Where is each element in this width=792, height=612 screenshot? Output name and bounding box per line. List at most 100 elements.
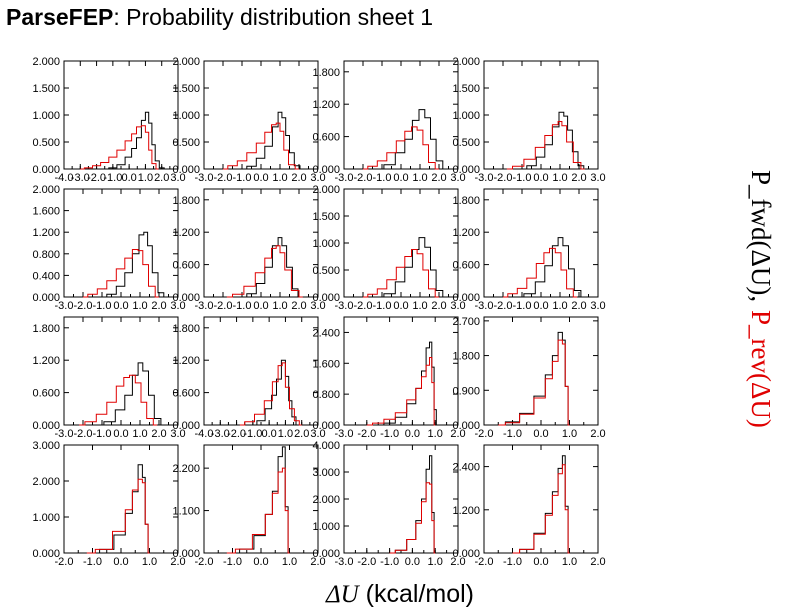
x-tick-label: 3.0 bbox=[170, 172, 185, 184]
x-tick-label: 2.0 bbox=[291, 300, 306, 312]
series-rev-line bbox=[366, 357, 436, 426]
x-tick-label: -1.0 bbox=[103, 172, 122, 184]
series-rev-line bbox=[223, 122, 299, 170]
y-axis-label-fwd: P_fwd(ΔU), bbox=[746, 170, 776, 302]
x-tick-label: 1.0 bbox=[132, 428, 147, 440]
series-rev-line bbox=[498, 339, 570, 426]
y-tick-label: 0.000 bbox=[32, 164, 60, 176]
y-tick-label: 0.500 bbox=[312, 265, 340, 277]
x-tick-label: 3.0 bbox=[310, 428, 325, 440]
series-rev-line bbox=[86, 478, 150, 554]
y-tick-label: 0.800 bbox=[312, 389, 340, 401]
x-tick-label: 1.0 bbox=[142, 556, 157, 568]
y-tick-label: 1.500 bbox=[32, 83, 60, 95]
x-tick-label: -2.0 bbox=[475, 556, 494, 568]
x-tick-label: 1.0 bbox=[272, 300, 287, 312]
y-tick-label: 1.200 bbox=[452, 505, 480, 517]
y-tick-label: 0.000 bbox=[452, 420, 480, 432]
panel-9: -3.0 -2.0 -1.0 0.0 1.0 2.0 3.0 0.000 0.600 1.200 1… bbox=[32, 316, 186, 440]
x-tick-label: 1.0 bbox=[272, 172, 287, 184]
panel-frame bbox=[63, 188, 179, 298]
series-rev-line bbox=[239, 362, 302, 426]
x-tick-label: 3.0 bbox=[590, 172, 605, 184]
x-tick-label: 0.0 bbox=[533, 172, 548, 184]
panel-6: -3.0 -2.0 -1.0 0.0 1.0 2.0 3.00.0000.6001.2001… bbox=[172, 188, 326, 312]
x-tick-label: 2.0 bbox=[590, 556, 605, 568]
y-tick-label: 1.800 bbox=[452, 195, 480, 207]
series-rev-line bbox=[512, 464, 570, 554]
y-tick-label: 1.200 bbox=[32, 227, 60, 239]
y-tick-label: 2.700 bbox=[452, 316, 480, 328]
x-tick-label: 2.0 bbox=[310, 556, 325, 568]
x-tick-label: -3.0 bbox=[195, 172, 214, 184]
y-tick-label: 2.000 bbox=[32, 476, 60, 488]
x-tick-label: -1.0 bbox=[380, 428, 399, 440]
series-fwd-line bbox=[389, 455, 436, 554]
x-tick-label: -1.0 bbox=[233, 172, 252, 184]
y-tick-label: 1.800 bbox=[172, 195, 200, 207]
y-tick-label: 0.500 bbox=[32, 137, 60, 149]
panel-frame bbox=[63, 60, 179, 170]
x-tick-label: 0.0 bbox=[393, 172, 408, 184]
x-tick-label: 0.0 bbox=[533, 428, 548, 440]
series-fwd-line bbox=[378, 237, 447, 298]
x-tick-label: 0.0 bbox=[533, 556, 548, 568]
series-fwd-line bbox=[92, 464, 150, 554]
panel-frame bbox=[63, 316, 179, 426]
y-tick-label: 0.000 bbox=[312, 548, 340, 560]
y-tick-label: 0.800 bbox=[32, 249, 60, 261]
x-tick-label: -1.0 bbox=[93, 428, 112, 440]
y-tick-label: 3.000 bbox=[312, 467, 340, 479]
y-tick-label: 0.000 bbox=[452, 548, 480, 560]
y-tick-label: 0.600 bbox=[452, 260, 480, 272]
y-tick-label: 0.600 bbox=[172, 388, 200, 400]
x-tick-label: 2.0 bbox=[294, 428, 309, 440]
x-tick-label: 3.0 bbox=[310, 300, 325, 312]
x-tick-label: 1.0 bbox=[138, 172, 153, 184]
x-tick-label: -1.0 bbox=[373, 300, 392, 312]
x-tick-label: 1.0 bbox=[278, 428, 293, 440]
series-fwd-line bbox=[252, 359, 299, 426]
x-tick-label: -2.0 bbox=[357, 428, 376, 440]
x-tick-label: 3.0 bbox=[310, 172, 325, 184]
y-tick-label: 0.000 bbox=[172, 292, 200, 304]
x-tick-label: 2.0 bbox=[431, 300, 446, 312]
y-tick-label: 1.200 bbox=[172, 355, 200, 367]
x-tick-label: 2.0 bbox=[291, 172, 306, 184]
x-tick-label: 1.0 bbox=[428, 556, 443, 568]
y-tick-label: 0.000 bbox=[172, 420, 200, 432]
x-tick-label: 0.0 bbox=[253, 300, 268, 312]
series-rev-line bbox=[83, 249, 159, 298]
x-tick-label: 2.0 bbox=[450, 428, 465, 440]
y-tick-label: 1.100 bbox=[172, 506, 200, 518]
y-tick-label: 1.000 bbox=[452, 110, 480, 122]
x-tick-label: -2.0 bbox=[87, 172, 106, 184]
y-axis-label: P_fwd(ΔU), P_rev(ΔU) bbox=[746, 170, 776, 428]
x-tick-label: 3.0 bbox=[170, 428, 185, 440]
x-tick-label: -2.0 bbox=[74, 428, 93, 440]
x-tick-label: 0.0 bbox=[405, 428, 420, 440]
x-tick-label: -3.0 bbox=[195, 300, 214, 312]
series-fwd-line bbox=[378, 341, 438, 426]
x-tick-label: -2.0 bbox=[227, 428, 246, 440]
x-tick-label: 1.0 bbox=[562, 556, 577, 568]
panel-15: -3.0 -2.0 -1.0 0.0 1.0 2.00.0001.0002.0003.00… bbox=[312, 440, 465, 568]
panel-frame bbox=[203, 316, 319, 426]
x-tick-label: -1.0 bbox=[380, 556, 399, 568]
y-tick-label: 1.500 bbox=[172, 83, 200, 95]
y-tick-label: 0.000 bbox=[32, 292, 60, 304]
series-fwd-line bbox=[102, 231, 167, 298]
series-fwd-line bbox=[98, 362, 165, 426]
y-tick-label: 1.000 bbox=[312, 521, 340, 533]
x-tick-label: 3.0 bbox=[450, 172, 465, 184]
y-tick-label: 0.000 bbox=[312, 164, 340, 176]
panel-frame bbox=[343, 188, 459, 298]
x-tick-label: -3.0 bbox=[335, 300, 354, 312]
series-rev-line bbox=[503, 247, 578, 298]
x-tick-label: -1.0 bbox=[223, 556, 242, 568]
x-tick-label: -1.0 bbox=[233, 300, 252, 312]
x-tick-label: 2.0 bbox=[590, 428, 605, 440]
x-tick-label: 0.0 bbox=[405, 556, 420, 568]
y-tick-label: 2.000 bbox=[32, 184, 60, 196]
